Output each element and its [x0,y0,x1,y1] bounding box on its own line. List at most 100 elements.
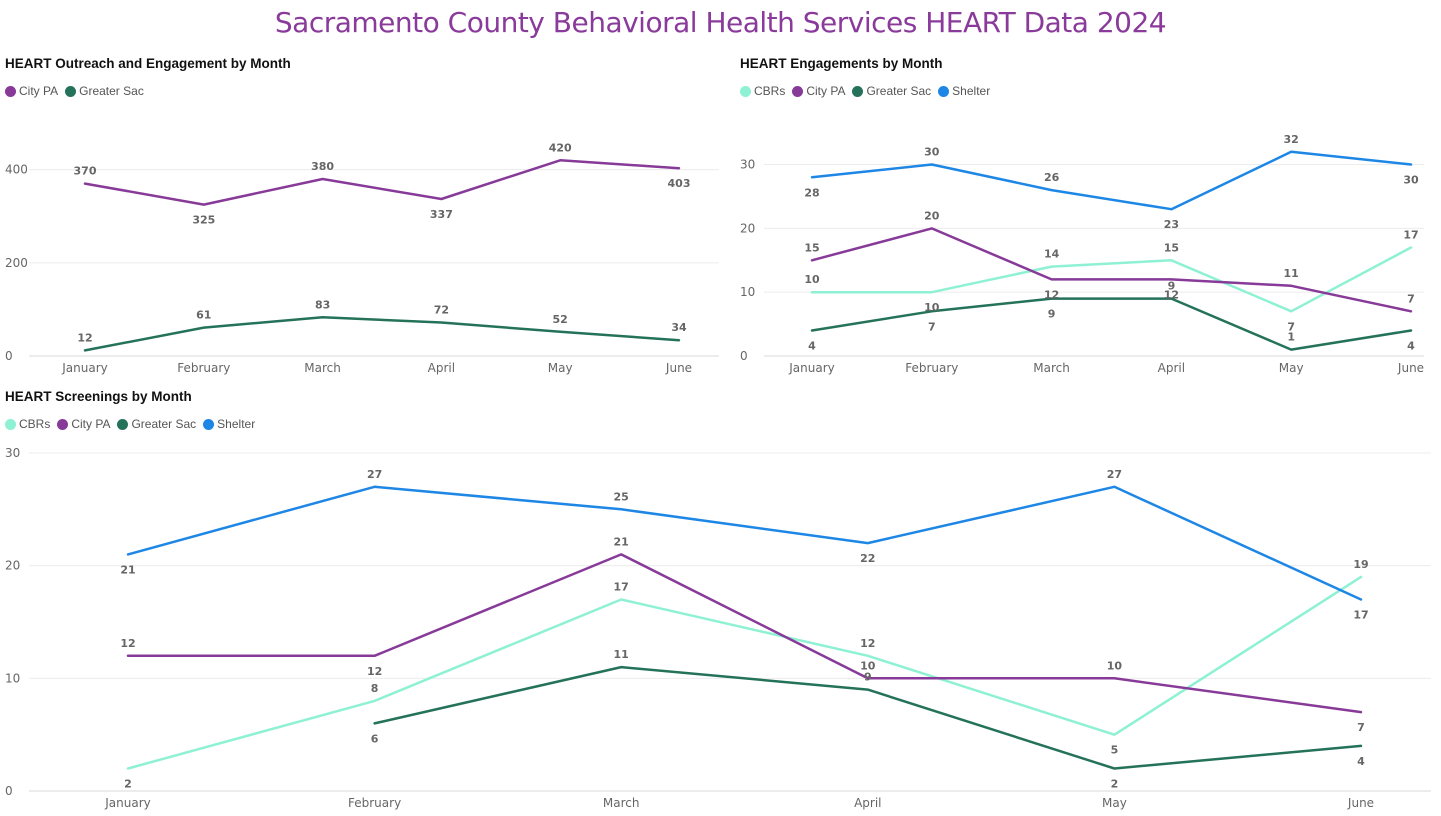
chart-title: HEART Screenings by Month [5,389,192,404]
data-label: 1 [1287,331,1295,344]
data-label: 6 [371,732,379,745]
data-label: 7 [1287,320,1295,333]
series-line-city-pa[interactable] [126,553,1363,714]
legend-marker [938,85,950,97]
data-label: 17 [1403,229,1418,242]
legend-item-city-pa[interactable]: City PA [5,84,58,98]
data-label: 30 [924,146,940,159]
x-tick-label: April [854,796,881,810]
data-label: 11 [1284,267,1299,280]
data-label: 17 [614,580,629,593]
legend-item-shelter[interactable]: Shelter [938,84,990,98]
x-tick-label: February [177,361,230,375]
series-line-city-pa[interactable] [83,159,681,206]
chart-title: HEART Outreach and Engagement by Month [5,56,291,71]
data-label: 61 [196,309,211,322]
series-line-city-pa[interactable] [810,227,1413,313]
x-tick-label: April [428,361,455,375]
data-label: 2 [1111,777,1119,790]
x-tick-label: February [905,361,958,375]
data-label: 27 [367,468,382,481]
data-label: 28 [804,186,819,199]
data-label: 15 [804,241,819,254]
legend-item-greater-sac[interactable]: Greater Sac [852,84,931,98]
data-label: 17 [1353,608,1368,621]
data-label: 9 [864,671,872,684]
data-label: 403 [668,177,691,190]
data-label: 12 [1164,288,1179,301]
data-label: 8 [371,682,379,695]
x-tick-label: March [304,361,341,375]
x-tick-label: June [1347,796,1374,810]
x-tick-label: March [603,796,640,810]
data-label: 10 [860,659,876,672]
data-label: 7 [928,320,936,333]
data-label: 12 [120,637,135,650]
legend-label: City PA [19,84,59,98]
legend-item-greater-sac[interactable]: Greater Sac [65,84,144,98]
x-tick-label: February [348,796,401,810]
engagements-chart[interactable]: HEART Engagements by Month CBRs City PA Gr… [740,56,1430,376]
legend-marker [852,85,864,97]
data-label: 30 [1403,174,1419,187]
legend-label: City PA [71,417,111,431]
series-line-greater-sac[interactable] [373,665,1363,770]
data-label: 27 [1107,468,1122,481]
legend-item-greater-sac[interactable]: Greater Sac [117,417,196,431]
y-tick-label: 200 [5,256,28,270]
series-line-greater-sac[interactable] [810,297,1413,351]
x-tick-label: June [665,361,692,375]
legend-marker [5,85,16,97]
data-label: 12 [860,637,875,650]
data-label: 21 [120,563,135,576]
series-line-shelter[interactable] [810,150,1413,211]
data-label: 11 [614,648,629,661]
x-tick-label: May [548,361,573,375]
y-tick-label: 0 [740,349,748,363]
y-tick-label: 30 [740,158,755,172]
data-label: 12 [1044,288,1059,301]
legend-label: Greater Sac [866,84,932,98]
data-label: 7 [1407,292,1415,305]
legend-item-cbrs[interactable]: CBRs [5,417,50,431]
data-label: 21 [614,535,629,548]
legend-marker [117,418,129,430]
x-tick-label: April [1158,361,1185,375]
data-label: 22 [860,552,875,565]
screenings-chart[interactable]: HEART Screenings by Month CBRs City PA Gre… [5,389,1435,814]
legend-marker [792,85,804,97]
y-tick-label: 30 [5,446,20,460]
data-label: 52 [553,313,568,326]
data-label: 420 [549,141,572,154]
y-tick-label: 20 [5,559,20,573]
outreach-chart[interactable]: HEART Outreach and Engagement by Month C… [5,56,725,376]
legend-item-city-pa[interactable]: City PA [792,84,845,98]
legend-marker [65,85,77,97]
page-title: Sacramento County Behavioral Health Serv… [274,6,1167,39]
legend-marker [740,85,751,97]
data-label: 10 [804,273,820,286]
y-tick-label: 20 [740,221,755,235]
legend-item-shelter[interactable]: Shelter [203,417,255,431]
series-line-cbrs[interactable] [126,575,1363,770]
data-label: 7 [1357,721,1365,734]
chart-legend: CBRs City PA Greater Sac Shelter [740,84,997,98]
data-label: 4 [1357,755,1365,768]
engagements-plot: 0 10 20 30 January February March April May June 1… [740,133,1424,375]
legend-item-city-pa[interactable]: City PA [57,417,110,431]
series-line-greater-sac[interactable] [83,316,681,352]
data-label: 370 [74,165,97,178]
data-label: 32 [1284,133,1299,146]
series-line-cbrs[interactable] [810,246,1413,313]
series-line-shelter[interactable] [126,485,1363,601]
x-tick-label: May [1279,361,1304,375]
data-label: 380 [311,160,334,173]
data-label: 10 [1107,659,1123,672]
chart-legend: CBRs City PA Greater Sac Shelter [5,417,262,431]
data-label: 12 [367,665,382,678]
legend-item-cbrs[interactable]: CBRs [740,84,785,98]
data-label: 72 [434,303,449,316]
x-tick-label: May [1102,796,1127,810]
x-tick-label: March [1033,361,1070,375]
data-label: 337 [430,208,453,221]
